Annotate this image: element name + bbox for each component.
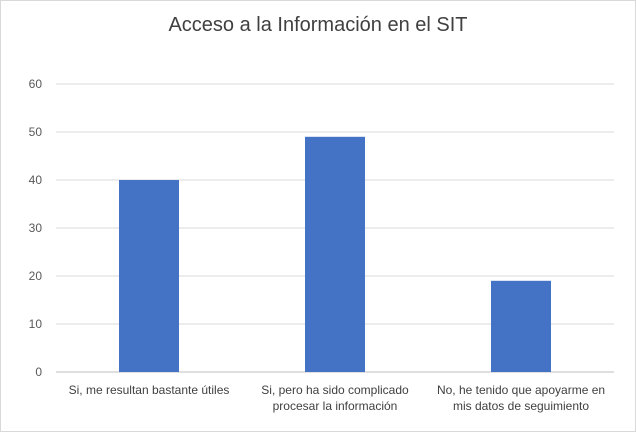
y-tick-label: 20 [29,269,43,283]
y-axis-ticks: 0 10 20 30 40 50 60 [29,77,43,379]
y-tick-label: 60 [29,77,43,91]
x-category-label: Si, me resultan bastante útiles [69,383,230,397]
y-tick-label: 0 [35,365,42,379]
x-category-label: No, he tenido que apoyarme en [437,383,605,397]
y-tick-label: 10 [29,317,43,331]
y-tick-label: 50 [29,125,43,139]
x-category-label: Si, pero ha sido complicado [261,383,409,397]
bar [491,280,551,372]
y-tick-label: 40 [29,173,43,187]
x-axis-categories: Si, me resultan bastante útiles Si, pero … [69,383,605,413]
x-category-label: mis datos de seguimiento [453,399,589,413]
y-tick-label: 30 [29,221,43,235]
chart-title: Acceso a la Información en el SIT [168,14,468,36]
x-category-label: procesar la información [273,399,398,413]
bar [119,180,179,372]
bars [119,136,551,372]
bar [305,136,365,372]
